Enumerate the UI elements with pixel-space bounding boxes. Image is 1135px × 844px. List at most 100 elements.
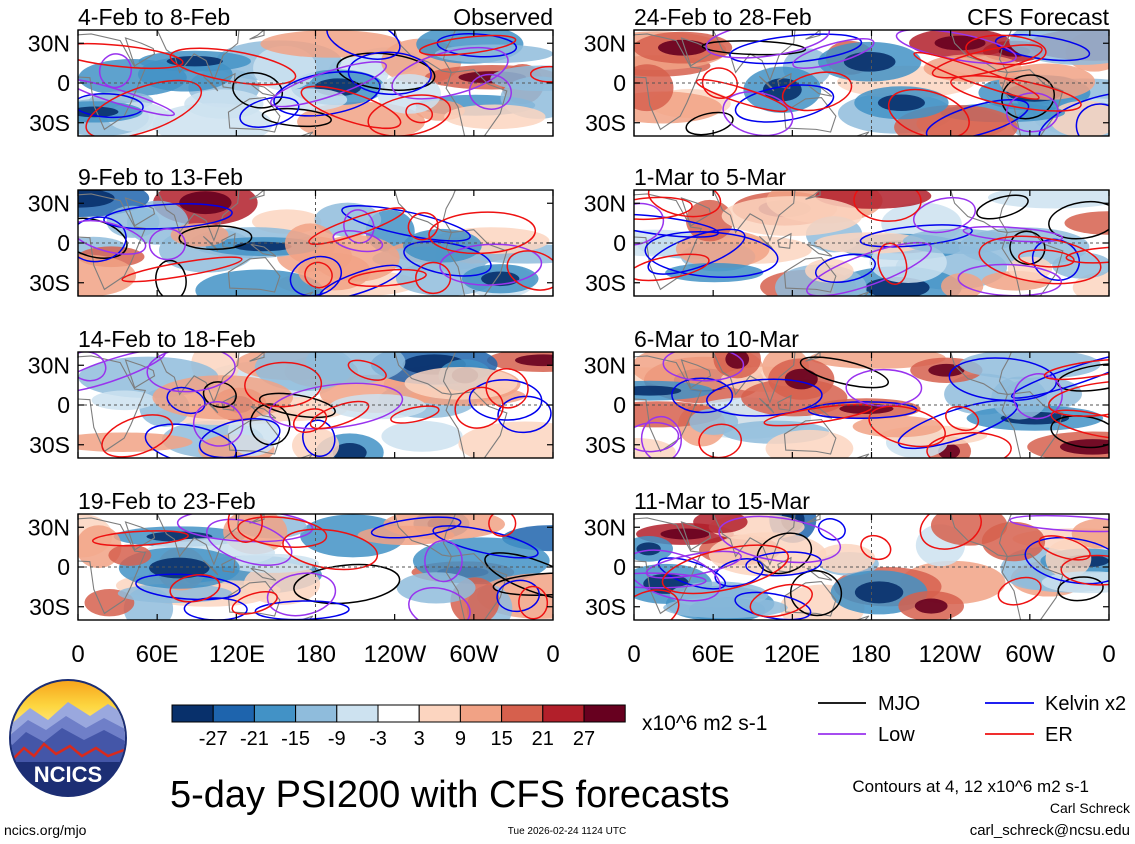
continent-outline: [124, 37, 156, 67]
continent-outline: [680, 197, 712, 227]
anomaly-cell: [689, 408, 739, 435]
contour-low: [640, 415, 682, 458]
x-tick-label: 0: [1102, 641, 1115, 668]
contour-er: [518, 585, 549, 620]
anomaly-cell: [634, 438, 676, 458]
continent-outline: [783, 257, 837, 293]
continent-outline: [777, 72, 792, 89]
panel: 30N 0 30S 6-Mar to 10-Mar: [584, 326, 1110, 459]
x-tick-label: 120E: [764, 641, 820, 668]
x-tick-label: 0: [546, 641, 559, 668]
continent-outline: [250, 567, 277, 581]
anomaly-cell: [444, 104, 546, 130]
contour-kelvin: [78, 216, 127, 263]
contour-kelvin: [78, 92, 144, 119]
contour-er: [529, 65, 553, 83]
contour-mjo: [976, 194, 1029, 220]
coastlines: [78, 352, 508, 458]
y-tick-label: 30S: [29, 270, 70, 296]
contour-low: [148, 228, 186, 261]
contour-kelvin: [302, 419, 336, 457]
contour-kelvin: [432, 525, 539, 559]
contour-er: [634, 196, 693, 221]
contour-er: [1060, 554, 1109, 586]
contour-er: [169, 573, 221, 603]
contour-er: [485, 368, 529, 409]
contour-low: [634, 202, 665, 246]
author-email: carl_schreck@ncsu.edu: [970, 822, 1130, 839]
contour-low: [962, 225, 1064, 243]
contour-er: [237, 516, 328, 548]
anomaly-cell: [675, 230, 770, 268]
x-tick-label: 120W: [919, 641, 982, 668]
anomaly-cell: [434, 44, 553, 64]
contour-kelvin: [706, 378, 823, 417]
contour-er: [1018, 249, 1075, 268]
continent-outline: [221, 556, 236, 573]
contour-mjo: [492, 572, 553, 596]
continent-outline: [758, 397, 775, 414]
anomaly-core: [877, 94, 926, 112]
continent-outline: [856, 615, 870, 620]
contour-er: [231, 591, 278, 615]
contour-low: [634, 572, 707, 589]
panel: 30N 0 30S 24-Feb to 28-Feb CFS Forecast: [584, 4, 1110, 137]
contour-er: [390, 405, 440, 424]
colorbar-tick-label: 3: [414, 728, 425, 750]
y-tick-label: 0: [57, 554, 70, 580]
contour-low: [408, 587, 471, 620]
y-tick-label: 0: [613, 230, 626, 256]
contour-kelvin: [289, 255, 343, 296]
contour-kelvin: [183, 597, 248, 620]
anomaly-cell: [91, 390, 156, 411]
anomaly-cell: [383, 514, 506, 540]
x-tick-label: 0: [71, 641, 84, 668]
continent-outline: [78, 517, 147, 615]
continent-outline: [445, 553, 508, 620]
legend-label-low: Low: [878, 724, 915, 746]
continent-outline: [202, 75, 219, 92]
contour-er: [749, 583, 813, 618]
panel: 30N 0 30S 11-Mar to 15-Mar: [584, 488, 1110, 621]
contour-kelvin: [468, 379, 543, 421]
contour-low: [332, 230, 384, 253]
anomaly-core: [332, 443, 367, 458]
panel-source-header: CFS Forecast: [967, 4, 1109, 30]
panel-label: 14-Feb to 18-Feb: [78, 326, 256, 352]
continent-outline: [712, 190, 796, 242]
anomaly-core: [149, 557, 210, 579]
colorbar-swatch: [336, 704, 379, 723]
continent-outline: [300, 615, 314, 620]
contour-low: [78, 219, 147, 255]
contour-er: [781, 71, 853, 112]
colorbar-swatch: [253, 704, 297, 723]
continent-outline: [634, 355, 703, 453]
contour-low: [912, 196, 976, 234]
contour-mjo: [155, 259, 187, 296]
continent-outline: [78, 193, 147, 291]
panel: 30N 0 30S 1-Mar to 5-Mar: [584, 164, 1110, 297]
timestamp: Tue 2026-02-24 1124 UTC: [508, 826, 626, 837]
anomaly-cell: [765, 429, 854, 458]
contour-er: [282, 528, 379, 571]
anomaly-cell: [852, 415, 943, 438]
contour-low: [662, 352, 745, 382]
contour-er: [78, 42, 184, 70]
x-tick-label: 180: [851, 641, 891, 668]
legend-label-mjo: MJO: [878, 693, 920, 715]
colorbar-swatch: [542, 704, 585, 723]
contour-mjo: [1001, 74, 1055, 120]
wave-contours: [78, 352, 552, 458]
y-tick-label: 0: [613, 70, 626, 96]
colorbar-tick-label: 9: [455, 728, 466, 750]
y-tick-label: 0: [57, 70, 70, 96]
panel: 30N 0 30S 14-Feb to 18-Feb: [28, 326, 554, 459]
x-tick-label: 60E: [136, 641, 179, 668]
colorbar-swatch: [501, 704, 544, 723]
y-tick-label: 30N: [28, 352, 70, 378]
y-tick-label: 30S: [585, 594, 626, 620]
contour-low: [468, 73, 512, 110]
anomaly-cell: [403, 228, 482, 263]
y-tick-label: 0: [613, 392, 626, 418]
